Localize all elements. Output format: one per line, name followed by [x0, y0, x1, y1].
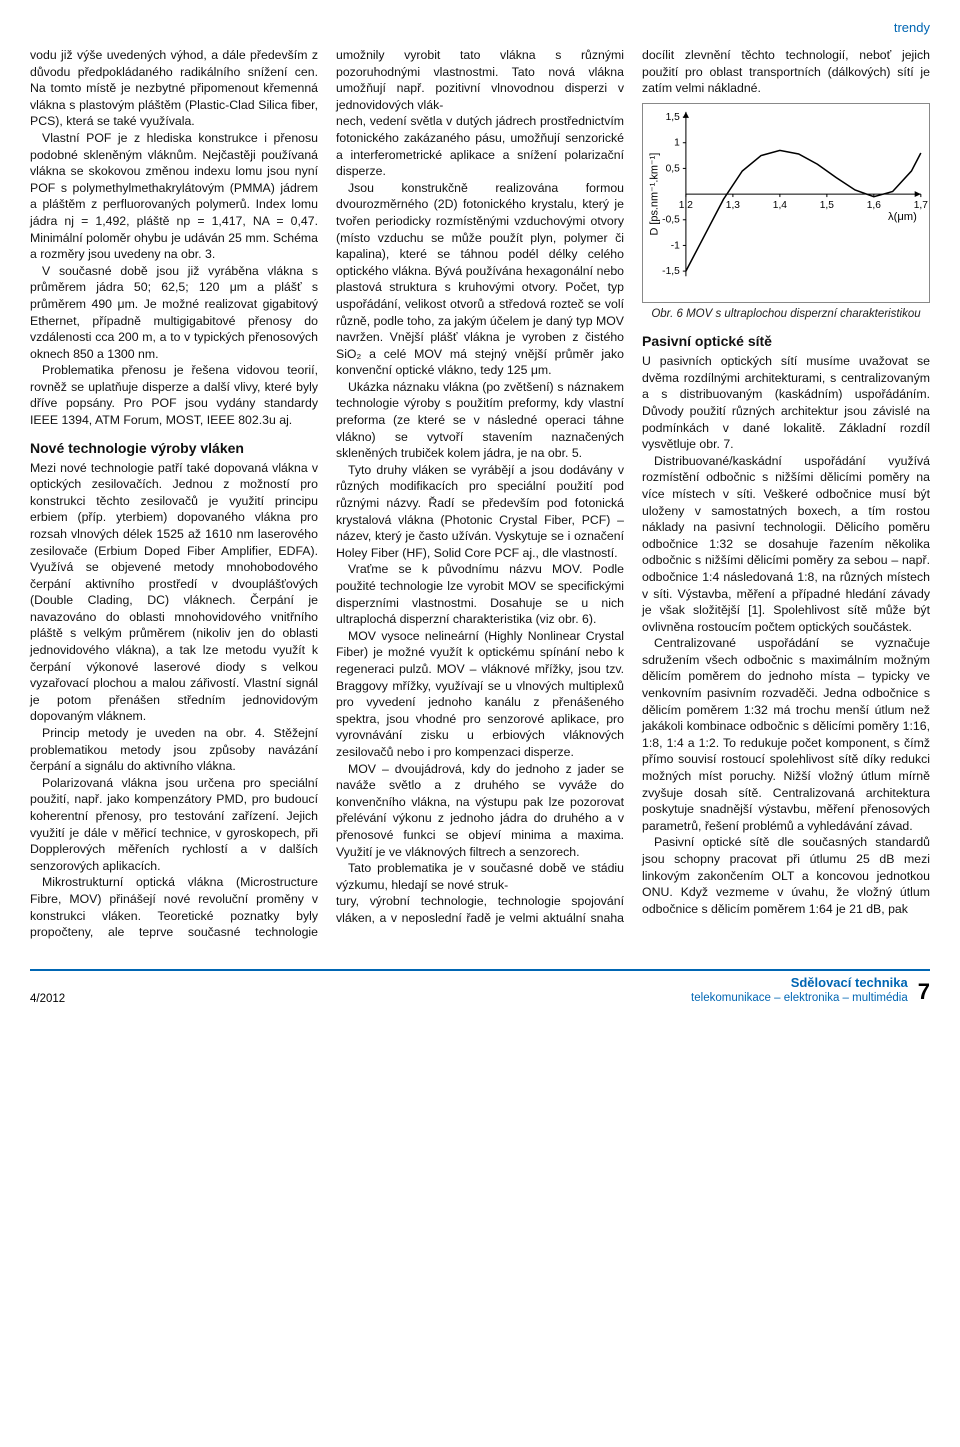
para: Pasivní optické sítě dle současných stan…	[642, 834, 930, 917]
para: Ukázka náznaku vlákna (po zvětšení) s ná…	[336, 379, 624, 462]
page-number: 7	[918, 979, 930, 1005]
dispersion-chart: -1,5 -1 -0,5 0,5 1 1,5 1,2 1,3 1,4 1,5 1,6 1,7λ(μm)…	[642, 103, 930, 303]
para: vodu již výše uvedených výhod, a dále př…	[30, 47, 318, 130]
svg-text:1: 1	[674, 138, 680, 149]
heading-new-tech: Nové technologie výroby vláken	[30, 439, 318, 458]
page-footer: 4/2012 Sdělovací technika telekomunikace…	[30, 969, 930, 1006]
figure-6: -1,5 -1 -0,5 0,5 1 1,5 1,2 1,3 1,4 1,5 1,6 1,7λ(μm)…	[642, 103, 930, 323]
svg-text:1,4: 1,4	[773, 200, 788, 211]
para: Tyto druhy vláken se vyrábějí a jsou dod…	[336, 462, 624, 562]
svg-text:λ(μm): λ(μm)	[888, 211, 917, 223]
para: MOV – dvoujádrová, kdy do jednoho z jade…	[336, 761, 624, 861]
para: Tato problematika je v současné době ve …	[336, 860, 624, 893]
svg-text:1,6: 1,6	[867, 200, 882, 211]
para: U pasivních optických sítí musíme uvažov…	[642, 353, 930, 453]
issue-number: 4/2012	[30, 993, 65, 1005]
svg-text:0,5: 0,5	[666, 163, 681, 174]
section-label: trendy	[30, 20, 930, 35]
figure-caption: Obr. 6 MOV s ultraplochou disperzní char…	[642, 307, 930, 323]
svg-text:1,5: 1,5	[820, 200, 835, 211]
svg-text:1,7: 1,7	[914, 200, 929, 211]
svg-text:1,2: 1,2	[679, 200, 694, 211]
heading-passive-networks: Pasivní optické sítě	[642, 332, 930, 351]
para: Distribuované/kaskádní uspořádání využív…	[642, 453, 930, 636]
para: Centralizované uspořádání se vyznačuje s…	[642, 635, 930, 834]
svg-text:-0,5: -0,5	[662, 215, 680, 226]
para: Princip metody je uveden na obr. 4. Stěž…	[30, 725, 318, 775]
para: nech, vedení světla v dutých jádrech pro…	[336, 113, 624, 179]
article-body: vodu již výše uvedených výhod, a dále př…	[30, 47, 930, 941]
para: Vraťme se k původnímu názvu MOV. Podle p…	[336, 561, 624, 627]
svg-text:-1: -1	[671, 240, 680, 251]
para: MOV vysoce nelineární (Highly Nonlinear …	[336, 628, 624, 761]
magazine-name: Sdělovací technika telekomunikace – elek…	[691, 975, 908, 1006]
svg-text:-1,5: -1,5	[662, 266, 680, 277]
para: V současné době jsou již vyráběna vlákna…	[30, 263, 318, 363]
para: Problematika přenosu je řešena vidovou t…	[30, 362, 318, 428]
para: Mezi nové technologie patří také dopovan…	[30, 460, 318, 726]
para: Jsou konstrukčně realizována formou dvou…	[336, 180, 624, 379]
para: Vlastní POF je z hlediska konstrukce i p…	[30, 130, 318, 263]
svg-text:1,5: 1,5	[666, 112, 681, 123]
svg-text:1,3: 1,3	[726, 200, 741, 211]
para: Polarizovaná vlákna jsou určena pro spec…	[30, 775, 318, 875]
svg-text:D [ps.nm⁻¹.km⁻¹]: D [ps.nm⁻¹.km⁻¹]	[648, 152, 660, 235]
